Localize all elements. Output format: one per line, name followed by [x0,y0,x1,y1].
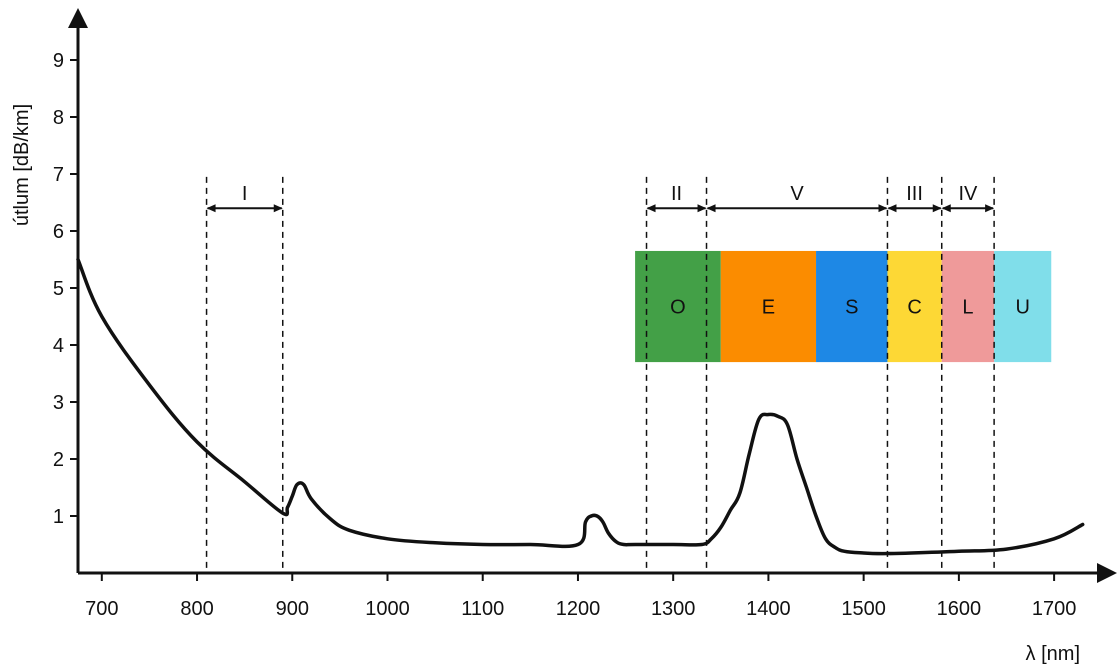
x-tick-label: 1200 [556,598,601,620]
window-i-label: I [242,183,248,205]
y-axis-title: útlum [dB/km] [11,104,33,226]
band-s-label: S [845,297,858,319]
x-tick-label: 1700 [1032,598,1077,620]
x-axis-arrow-icon [1097,563,1117,583]
y-tick-label: 3 [53,392,64,414]
window-iii-label: III [906,183,923,205]
y-tick-label: 9 [53,50,64,72]
band-s-rect [816,250,888,363]
x-tick-label: 1600 [937,598,982,620]
x-tick-label: 1500 [841,598,886,620]
band-e-rect [720,250,817,363]
transmission-windows: I II V III IV [205,176,995,573]
y-tick-label: 8 [53,107,64,129]
band-u-rect [994,250,1052,363]
band-o-label: O [670,297,686,319]
band-u-label: U [1015,297,1029,319]
x-tick-label: 1400 [746,598,791,620]
x-tick-label: 900 [276,598,309,620]
y-tick-label: 6 [53,221,64,243]
window-v-label: V [790,183,804,205]
attenuation-curve [76,257,1085,556]
x-axis-title: λ [nm] [1026,643,1080,665]
band-l-label: L [962,297,973,319]
x-tick-label: 800 [180,598,213,620]
y-tick-label: 1 [53,506,64,528]
band-e-label: E [762,297,775,319]
y-tick-label: 5 [53,278,64,300]
band-c-label: C [907,297,921,319]
x-tick-label: 1300 [651,598,696,620]
window-iv-label: IV [958,183,978,205]
x-tick-label: 700 [85,598,118,620]
axes [68,8,1117,583]
ticks: 700 800 900 1000 1100 1200 1300 1400 1500 1600 170… [53,50,1076,620]
window-ii-label: II [671,183,682,205]
band-l-rect [941,250,995,363]
y-tick-label: 7 [53,164,64,186]
y-tick-label: 2 [53,449,64,471]
band-c-rect [887,250,942,363]
y-tick-label: 4 [53,335,64,357]
y-axis-arrow-icon [68,8,88,28]
x-tick-label: 1000 [365,598,410,620]
attenuation-curve-group [76,257,1085,556]
x-tick-label: 1100 [461,598,504,620]
